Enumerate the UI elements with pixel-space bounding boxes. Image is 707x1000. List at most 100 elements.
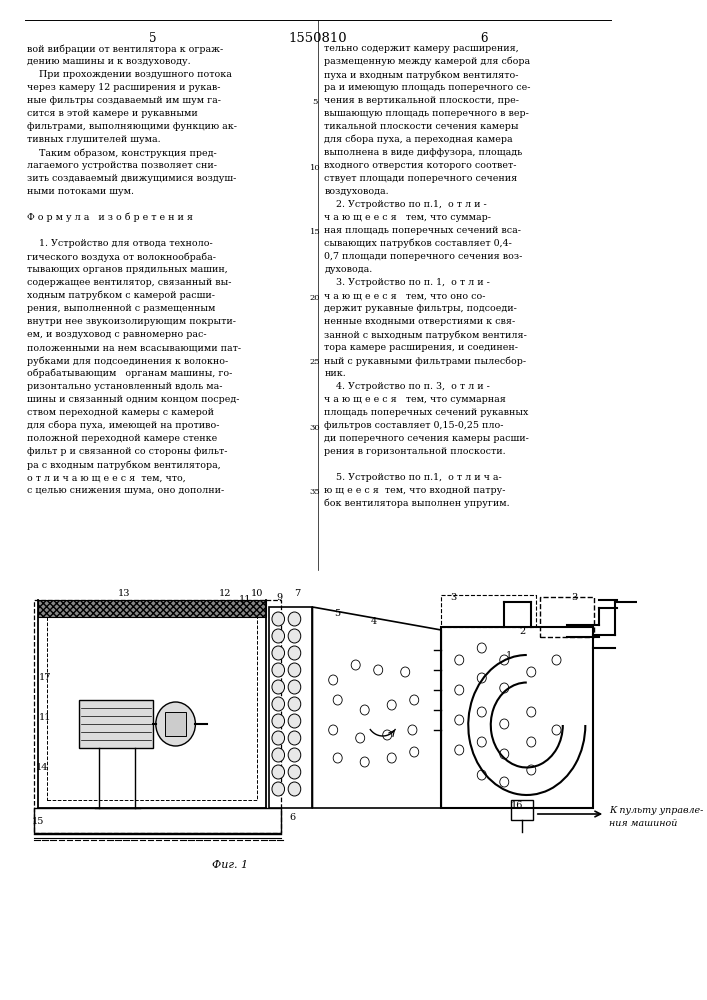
- Circle shape: [272, 714, 284, 728]
- Text: 15: 15: [32, 818, 44, 826]
- Text: 5. Устройство по п.1,  о т л и ч а-: 5. Устройство по п.1, о т л и ч а-: [325, 473, 502, 482]
- Bar: [441, 627, 592, 808]
- Text: 13: 13: [118, 588, 131, 597]
- Text: 12: 12: [219, 589, 231, 598]
- Text: положенными на нем всасывающими пат-: положенными на нем всасывающими пат-: [27, 343, 241, 352]
- Text: входного отверстия которого соответ-: входного отверстия которого соответ-: [325, 161, 517, 170]
- Text: шины и связанный одним концом посред-: шины и связанный одним концом посред-: [27, 395, 240, 404]
- Text: ризонтально установленный вдоль ма-: ризонтально установленный вдоль ма-: [27, 382, 223, 391]
- Circle shape: [288, 697, 300, 711]
- Text: 14: 14: [36, 764, 49, 772]
- Bar: [540, 597, 595, 637]
- Text: положной переходной камере стенке: положной переходной камере стенке: [27, 434, 217, 443]
- Text: тивных глушителей шума.: тивных глушителей шума.: [27, 135, 160, 144]
- Text: площадь поперечных сечений рукавных: площадь поперечных сечений рукавных: [325, 408, 529, 417]
- Circle shape: [288, 646, 300, 660]
- Text: 15: 15: [310, 229, 320, 236]
- Text: 10: 10: [250, 589, 263, 598]
- Text: фильтрами, выполняющими функцию ак-: фильтрами, выполняющими функцию ак-: [27, 122, 237, 131]
- Text: Фиг. 1: Фиг. 1: [211, 860, 247, 870]
- Text: 5: 5: [312, 99, 318, 106]
- Text: с целью снижения шума, оно дополни-: с целью снижения шума, оно дополни-: [27, 486, 224, 495]
- Text: 0,7 площади поперечного сечения воз-: 0,7 площади поперечного сечения воз-: [325, 252, 522, 261]
- Text: чения в вертикальной плоскости, пре-: чения в вертикальной плоскости, пре-: [325, 96, 519, 105]
- Circle shape: [272, 663, 284, 677]
- Text: бок вентилятора выполнен упругим.: бок вентилятора выполнен упругим.: [325, 499, 510, 508]
- Text: 7: 7: [294, 588, 300, 597]
- Text: 25: 25: [310, 359, 320, 366]
- Text: выполнена в виде диффузора, площадь: выполнена в виде диффузора, площадь: [325, 148, 522, 157]
- Text: ствует площади поперечного сечения: ствует площади поперечного сечения: [325, 174, 518, 183]
- Circle shape: [288, 680, 300, 694]
- Bar: [269, 607, 312, 808]
- Text: фильтров составляет 0,15-0,25 пло-: фильтров составляет 0,15-0,25 пло-: [325, 421, 503, 430]
- Circle shape: [288, 782, 300, 796]
- Text: ный с рукавными фильтрами пылесбор-: ный с рукавными фильтрами пылесбор-: [325, 356, 526, 365]
- Bar: [34, 600, 281, 833]
- Text: занной с выходным патрубком вентиля-: занной с выходным патрубком вентиля-: [325, 330, 527, 340]
- Text: ю щ е е с я  тем, что входной патру-: ю щ е е с я тем, что входной патру-: [325, 486, 506, 495]
- Text: размещенную между камерой для сбора: размещенную между камерой для сбора: [325, 57, 530, 66]
- Text: 35: 35: [310, 488, 320, 496]
- Circle shape: [272, 680, 284, 694]
- Text: ра с входным патрубком вентилятора,: ра с входным патрубком вентилятора,: [27, 460, 221, 470]
- Circle shape: [272, 629, 284, 643]
- Text: тикальной плоскости сечения камеры: тикальной плоскости сечения камеры: [325, 122, 519, 131]
- Text: 11: 11: [39, 714, 52, 722]
- Text: о т л и ч а ю щ е е с я  тем, что,: о т л и ч а ю щ е е с я тем, что,: [27, 473, 186, 482]
- Circle shape: [288, 765, 300, 779]
- Circle shape: [288, 731, 300, 745]
- Text: 1: 1: [506, 650, 512, 660]
- Text: 16: 16: [510, 800, 523, 810]
- Text: держит рукавные фильтры, подсоеди-: держит рукавные фильтры, подсоеди-: [325, 304, 517, 313]
- Text: 20: 20: [310, 294, 320, 302]
- Text: ные фильтры создаваемый им шум га-: ные фильтры создаваемый им шум га-: [27, 96, 221, 105]
- Text: рения, выполненной с размещенным: рения, выполненной с размещенным: [27, 304, 216, 313]
- Text: 11: 11: [239, 595, 251, 604]
- Text: 3: 3: [451, 593, 457, 602]
- Text: духовода.: духовода.: [325, 265, 373, 274]
- Text: ходным патрубком с камерой расши-: ходным патрубком с камерой расши-: [27, 291, 215, 300]
- Text: 6: 6: [290, 814, 296, 822]
- Text: пуха и входным патрубком вентилято-: пуха и входным патрубком вентилято-: [325, 70, 519, 80]
- Circle shape: [288, 663, 300, 677]
- Circle shape: [288, 612, 300, 626]
- Circle shape: [288, 748, 300, 762]
- Circle shape: [272, 748, 284, 762]
- Text: воздуховода.: воздуховода.: [325, 187, 389, 196]
- Text: 5: 5: [334, 609, 341, 618]
- Circle shape: [272, 646, 284, 660]
- Circle shape: [272, 765, 284, 779]
- Text: 5: 5: [149, 32, 157, 45]
- Text: гического воздуха от волокнообраба-: гического воздуха от волокнообраба-: [27, 252, 216, 261]
- Text: сится в этой камере и рукавными: сится в этой камере и рукавными: [27, 109, 198, 118]
- Text: 4. Устройство по п. 3,  о т л и -: 4. Устройство по п. 3, о т л и -: [325, 382, 490, 391]
- Text: 1. Устройство для отвода техноло-: 1. Устройство для отвода техноло-: [27, 239, 213, 248]
- Circle shape: [272, 782, 284, 796]
- Text: сывающих патрубков составляет 0,4-: сывающих патрубков составляет 0,4-: [325, 239, 512, 248]
- Bar: [79, 700, 153, 748]
- Text: рубками для подсоединения к волокно-: рубками для подсоединения к волокно-: [27, 356, 228, 365]
- Circle shape: [272, 612, 284, 626]
- Bar: [165, 712, 187, 736]
- Text: внутри нее звукоизолирующим покрыти-: внутри нее звукоизолирующим покрыти-: [27, 317, 236, 326]
- Text: Таким образом, конструкция пред-: Таким образом, конструкция пред-: [27, 148, 217, 157]
- Text: 4: 4: [370, 617, 377, 626]
- Text: ством переходной камеры с камерой: ством переходной камеры с камерой: [27, 408, 214, 417]
- Text: 2: 2: [519, 628, 525, 637]
- Text: для сбора пуха, имеющей на противо-: для сбора пуха, имеющей на противо-: [27, 421, 219, 430]
- Text: ч а ю щ е е с я   тем, что суммар-: ч а ю щ е е с я тем, что суммар-: [325, 213, 491, 222]
- Bar: [441, 595, 536, 627]
- Text: ными потоками шум.: ными потоками шум.: [27, 187, 134, 196]
- Text: Ф о р м у л а   и з о б р е т е н и я: Ф о р м у л а и з о б р е т е н и я: [27, 213, 193, 223]
- Text: обрабатывающим   органам машины, го-: обрабатывающим органам машины, го-: [27, 369, 233, 378]
- Text: тельно содержит камеру расширения,: тельно содержит камеру расширения,: [325, 44, 519, 53]
- Bar: [47, 617, 257, 800]
- Text: ненные входными отверстиями к свя-: ненные входными отверстиями к свя-: [325, 317, 515, 326]
- Circle shape: [156, 702, 195, 746]
- Text: фильт р и связанной со стороны фильт-: фильт р и связанной со стороны фильт-: [27, 447, 228, 456]
- Bar: [511, 800, 533, 820]
- Text: ем, и воздуховод с равномерно рас-: ем, и воздуховод с равномерно рас-: [27, 330, 206, 339]
- Text: 30: 30: [310, 424, 320, 432]
- Text: лагаемого устройства позволяет сни-: лагаемого устройства позволяет сни-: [27, 161, 217, 170]
